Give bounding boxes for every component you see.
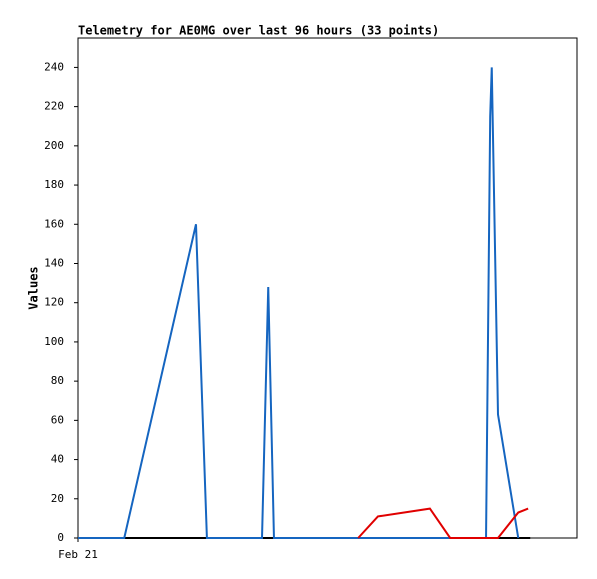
y-tick-label: 160 [44,217,64,230]
y-tick-label: 220 [44,100,64,113]
y-tick-label: 60 [51,413,64,426]
y-tick-label: 100 [44,335,64,348]
chart-title: Telemetry for AE0MG over last 96 hours (… [78,24,439,38]
series-line [78,67,520,539]
x-tick-label: Feb 21 [58,548,98,561]
y-tick-label: 240 [44,60,64,73]
y-tick-label: 140 [44,256,64,269]
y-tick-label: 20 [51,492,64,505]
y-tick-label: 0 [57,531,64,544]
y-axis-label: Values [27,266,41,309]
y-tick-label: 200 [44,139,64,152]
y-tick-label: 120 [44,296,64,309]
y-tick-label: 40 [51,453,64,466]
series-line [357,507,529,539]
plot-frame [77,37,578,539]
y-tick-label: 80 [51,374,64,387]
y-tick-label: 180 [44,178,64,191]
